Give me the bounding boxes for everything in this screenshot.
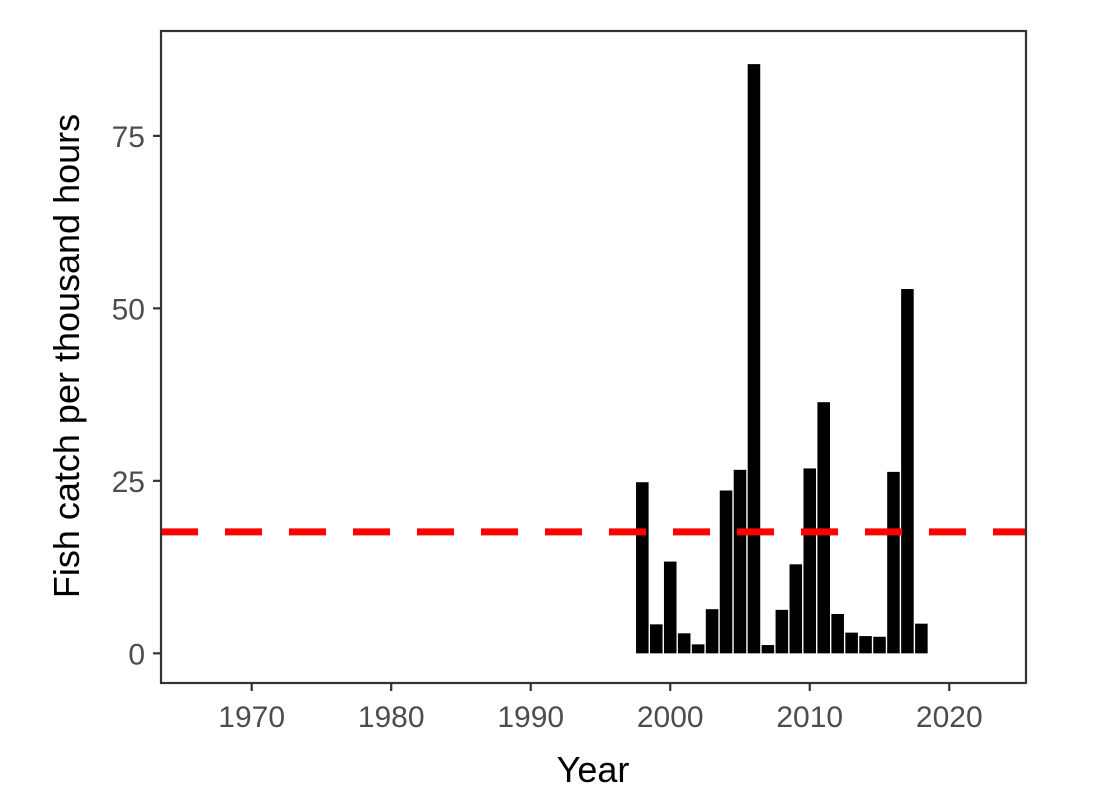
y-tick-label: 50 [112,293,145,326]
y-axis-title: Fish catch per thousand hours [46,114,87,598]
x-tick-label: 2020 [916,701,983,734]
bar-2001 [677,633,691,654]
bar-1999 [650,624,663,654]
x-axis-title: Year [557,749,630,790]
bar-2017 [901,289,914,654]
bar-2005 [733,469,747,654]
x-axis: 1970 1980 1990 2000 2010 2020 [218,683,983,734]
bar-1998 [636,482,649,654]
x-tick-label: 1990 [497,701,564,734]
bar-2014 [859,636,872,654]
bar-2015 [873,636,886,654]
bar-2007 [761,645,775,654]
y-tick-label: 0 [128,638,145,671]
bar-2013 [845,632,858,654]
bar-2016 [887,471,900,654]
bar-2000 [663,561,677,654]
x-tick-label: 1970 [218,701,285,734]
bar-2012 [831,614,844,654]
bar-2002 [691,644,705,654]
plot-background [161,31,1026,683]
y-axis: 0 25 50 75 [112,121,161,671]
bars-group [636,64,928,654]
bar-2008 [775,609,789,654]
x-tick-label: 2000 [637,701,704,734]
bar-2018 [915,623,928,654]
y-tick-label: 75 [112,121,145,154]
plot-border [159,29,1028,685]
bar-2010 [803,468,817,654]
x-tick-label: 1980 [358,701,425,734]
y-tick-label: 25 [112,466,145,499]
x-tick-label: 2010 [776,701,843,734]
bar-2006 [747,64,761,654]
bar-2004 [719,490,733,654]
bar-2011 [817,402,830,654]
bar-2009 [789,564,803,654]
bar-2003 [705,609,719,654]
